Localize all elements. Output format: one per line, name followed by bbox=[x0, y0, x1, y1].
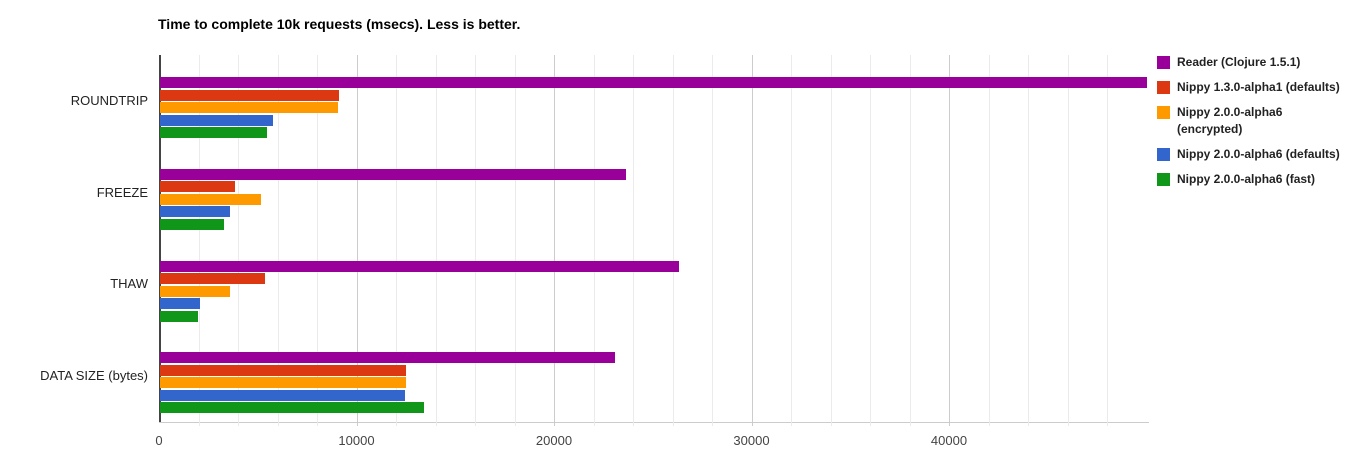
legend-label: Reader (Clojure 1.5.1) bbox=[1177, 55, 1301, 69]
axis-tick bbox=[1107, 422, 1108, 426]
minor-gridline bbox=[672, 55, 674, 422]
minor-gridline bbox=[396, 55, 397, 422]
bar bbox=[160, 89, 339, 101]
axis-tick bbox=[475, 422, 476, 426]
chart-title: Time to complete 10k requests (msecs). L… bbox=[158, 16, 521, 32]
minor-gridline bbox=[435, 55, 437, 422]
bar bbox=[160, 352, 616, 364]
bar bbox=[160, 77, 1147, 88]
axis-tick bbox=[356, 422, 358, 426]
legend: Reader (Clojure 1.5.1) Nippy 1.3.0-alpha1… bbox=[1157, 54, 1349, 196]
axis-tick bbox=[672, 422, 674, 426]
bar bbox=[160, 102, 338, 113]
axis-tick bbox=[593, 422, 595, 426]
minor-gridline bbox=[988, 55, 990, 422]
plot-area bbox=[159, 55, 1149, 423]
bar bbox=[160, 168, 627, 180]
value-tick-label: 40000 bbox=[930, 433, 968, 448]
axis-tick bbox=[949, 422, 950, 426]
minor-gridline bbox=[514, 55, 516, 422]
legend-item: Nippy 2.0.0-alpha6 (defaults) bbox=[1157, 146, 1349, 163]
bar bbox=[160, 402, 424, 414]
axis-tick bbox=[830, 422, 832, 426]
value-tick-label: 20000 bbox=[535, 433, 573, 448]
value-tick-label: 10000 bbox=[338, 433, 375, 448]
minor-gridline bbox=[277, 55, 279, 422]
category-label: FREEZE bbox=[96, 184, 148, 200]
bar bbox=[160, 364, 406, 376]
axis-tick bbox=[712, 422, 713, 426]
minor-gridline bbox=[870, 55, 871, 422]
minor-gridline bbox=[317, 55, 318, 422]
axis-tick bbox=[317, 422, 318, 426]
axis-tick bbox=[514, 422, 516, 426]
axis-tick bbox=[633, 422, 634, 426]
minor-gridline bbox=[791, 55, 792, 422]
bar bbox=[160, 310, 198, 322]
axis-tick bbox=[791, 422, 792, 426]
legend-item: Nippy 2.0.0-alpha6 (fast) bbox=[1157, 171, 1349, 188]
axis-tick bbox=[554, 422, 555, 426]
minor-gridline bbox=[1067, 55, 1069, 422]
bar bbox=[160, 127, 267, 138]
minor-gridline bbox=[830, 55, 832, 422]
value-tick-label: 30000 bbox=[733, 433, 770, 448]
axis-tick bbox=[988, 422, 990, 426]
axis-tick bbox=[435, 422, 437, 426]
bar bbox=[160, 114, 273, 126]
minor-gridline bbox=[633, 55, 634, 422]
axis-tick bbox=[751, 422, 753, 426]
bar bbox=[160, 260, 680, 272]
bar bbox=[160, 298, 200, 309]
bar bbox=[160, 285, 231, 297]
bar bbox=[160, 377, 406, 389]
minor-gridline bbox=[475, 55, 476, 422]
bar bbox=[160, 181, 236, 193]
major-gridline bbox=[949, 55, 950, 422]
legend-label: Nippy 2.0.0-alpha6 (fast) bbox=[1177, 172, 1316, 186]
legend-swatch bbox=[1157, 56, 1170, 69]
minor-gridline bbox=[1107, 55, 1108, 422]
axis-tick bbox=[238, 422, 239, 426]
minor-gridline bbox=[593, 55, 595, 422]
legend-item: Reader (Clojure 1.5.1) bbox=[1157, 54, 1349, 71]
minor-gridline bbox=[1028, 55, 1029, 422]
value-tick-label: 0 bbox=[155, 433, 163, 448]
bar bbox=[160, 218, 225, 230]
bar bbox=[160, 273, 265, 284]
bar bbox=[160, 206, 231, 218]
bar bbox=[160, 389, 405, 401]
axis-tick bbox=[870, 422, 871, 426]
axis-tick bbox=[1028, 422, 1029, 426]
minor-gridline bbox=[909, 55, 911, 422]
axis-baseline bbox=[159, 55, 161, 422]
axis-tick bbox=[198, 422, 200, 426]
legend-swatch bbox=[1157, 81, 1170, 94]
minor-gridline bbox=[712, 55, 713, 422]
axis-tick bbox=[1067, 422, 1069, 426]
axis-tick bbox=[396, 422, 397, 426]
legend-swatch bbox=[1157, 148, 1170, 161]
legend-label: Nippy 2.0.0-alpha6 (defaults) bbox=[1177, 147, 1340, 161]
legend-swatch bbox=[1157, 173, 1170, 186]
axis-tick bbox=[909, 422, 911, 426]
legend-label: Nippy 2.0.0-alpha6 (encrypted) bbox=[1177, 105, 1283, 136]
major-gridline bbox=[751, 55, 753, 422]
minor-gridline bbox=[238, 55, 239, 422]
bar bbox=[160, 193, 261, 205]
major-gridline bbox=[356, 55, 358, 422]
legend-swatch bbox=[1157, 106, 1170, 119]
legend-item: Nippy 2.0.0-alpha6 (encrypted) bbox=[1157, 104, 1349, 138]
axis-tick bbox=[277, 422, 279, 426]
legend-label: Nippy 1.3.0-alpha1 (defaults) bbox=[1177, 80, 1340, 94]
minor-gridline bbox=[198, 55, 200, 422]
legend-item: Nippy 1.3.0-alpha1 (defaults) bbox=[1157, 79, 1349, 96]
category-label: ROUNDTRIP bbox=[70, 92, 148, 108]
category-label: THAW bbox=[110, 276, 148, 292]
category-label: DATA SIZE (bytes) bbox=[40, 368, 148, 384]
major-gridline bbox=[554, 55, 555, 422]
